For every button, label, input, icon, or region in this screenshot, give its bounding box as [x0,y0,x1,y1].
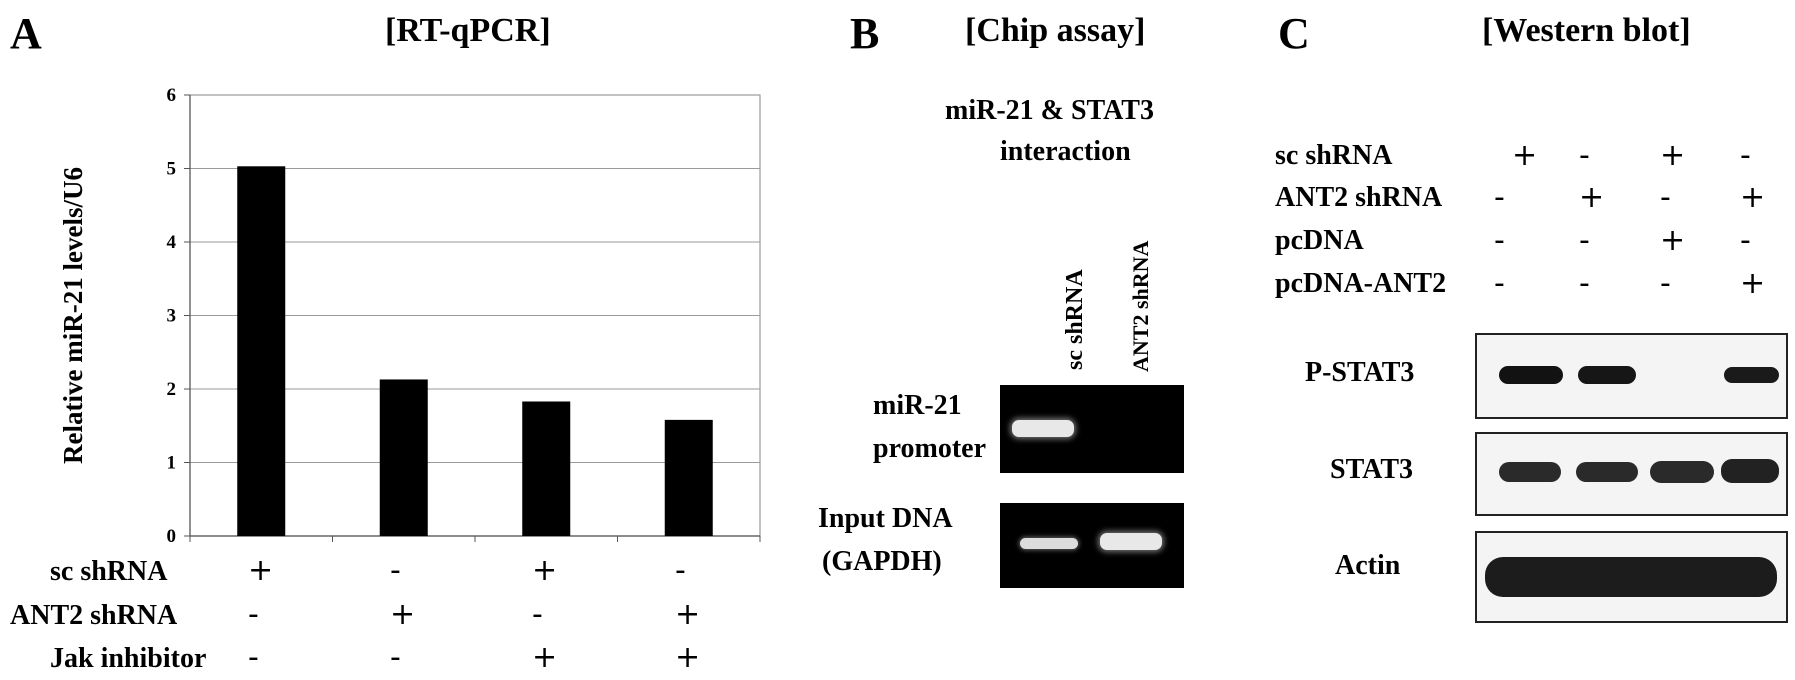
gel-band [1012,420,1074,437]
panel-a-sign: + [248,553,274,588]
panel-a-bar-chart: 0 1 2 3 4 5 6 Relative miR-21 levels/U6 [58,85,761,547]
panel-c-blot-label-stat3: STAT3 [1330,454,1413,485]
y-tick-label: 3 [167,306,177,327]
y-axis-label: Relative miR-21 levels/U6 [58,167,88,464]
panel-a-sign: + [532,553,558,588]
blot-band [1724,367,1779,383]
bar [664,419,713,536]
panel-a-sign: + [675,640,701,675]
panel-a-sign: - [532,597,543,632]
panel-b-title: [Chip assay] [965,12,1146,49]
panel-b-row-label-1-line2: (GAPDH) [822,546,942,577]
bar [379,379,428,536]
panel-a-cond-label-2: Jak inhibitor [50,643,207,674]
blot-band [1576,462,1638,482]
panel-b-lane-label-1: ANT2 shRNA [1128,240,1153,372]
panel-c-cond-label-0: sc shRNA [1275,140,1393,171]
blot-band [1499,462,1561,482]
y-tick-label: 2 [167,379,177,400]
panel-c-blot-label-actin: Actin [1335,550,1401,581]
panel-b-subtitle-line1: miR-21 & STAT3 [945,95,1154,126]
panel-c-sign: + [1512,138,1538,173]
panel-c-sign: + [1660,138,1686,173]
panel-a-sign: - [675,553,686,588]
panel-c-sign: + [1740,266,1766,301]
panel-a-sign: + [675,597,701,632]
panel-b-row-label-1-line1: Input DNA [818,503,953,534]
panel-c-blot-p-stat3 [1475,333,1788,419]
panel-b-row-label-0-line1: miR-21 [873,390,962,421]
panel-b-gel-input-dna [1000,503,1184,588]
panel-c-sign: - [1660,180,1671,215]
y-tick-label: 1 [167,453,177,474]
panel-a-sign: - [248,640,259,675]
bar [522,401,571,536]
blot-band [1499,366,1563,384]
panel-c-blot-actin [1475,531,1788,623]
blot-band [1721,459,1779,483]
panel-c-blot-label-p-stat3: P-STAT3 [1305,357,1415,388]
y-tick-label: 4 [167,232,177,253]
panel-c-cond-label-3: pcDNA-ANT2 [1275,268,1447,299]
gel-band [1100,533,1162,550]
panel-c-sign: - [1579,223,1590,258]
panel-b-gel-mir21-promoter [1000,385,1184,473]
blot-band [1650,461,1714,483]
panel-c-sign: + [1579,180,1605,215]
panel-c-sign: + [1740,180,1766,215]
y-tick-label: 6 [167,85,177,106]
panel-c-sign: - [1579,138,1590,173]
panel-c-sign: - [1494,180,1505,215]
panel-b-row-label-0-line2: promoter [873,433,986,464]
panel-a-sign: - [390,640,401,675]
blot-band [1485,557,1777,597]
panel-c-sign: - [1660,266,1671,301]
panel-b-lane-label-0: sc shRNA [1062,269,1088,370]
panel-c-title: [Western blot] [1482,12,1691,49]
blot-band [1578,366,1636,384]
panel-a-sign: + [390,597,416,632]
panel-a-sign: - [248,597,259,632]
panel-c-sign: - [1494,266,1505,301]
panel-c-blot-stat3 [1475,432,1788,516]
panel-c-cond-label-1: ANT2 shRNA [1275,182,1443,213]
panel-a-cond-label-0: sc shRNA [50,556,168,587]
panel-a-sign: + [532,640,558,675]
panel-c-sign: - [1740,223,1751,258]
panel-c-sign: - [1494,223,1505,258]
gel-band [1020,538,1078,549]
panel-b-letter: B [850,9,880,58]
panel-a-sign: - [390,553,401,588]
y-tick-label: 5 [167,159,177,180]
panel-c-cond-label-2: pcDNA [1275,225,1364,256]
panel-c-sign: - [1579,266,1590,301]
panel-b-subtitle-line2: interaction [1000,136,1131,167]
panel-c-letter: C [1278,9,1310,58]
y-tick-label: 0 [167,526,177,547]
panel-a-title: [RT-qPCR] [385,12,551,49]
panel-a-letter: A [10,9,42,58]
panel-c-sign: - [1740,138,1751,173]
panel-c-sign: + [1660,223,1686,258]
bar [237,166,286,537]
panel-a-cond-label-1: ANT2 shRNA [10,600,178,631]
